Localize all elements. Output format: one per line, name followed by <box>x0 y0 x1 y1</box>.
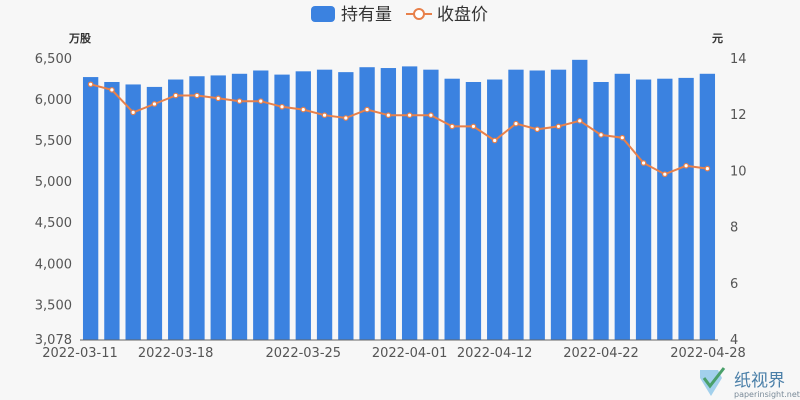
watermark-text-cn: 纸视界 <box>734 371 785 391</box>
line-point <box>130 109 136 116</box>
bar <box>529 70 545 340</box>
right-axis-ticks: 4 6 8 10 12 14 <box>730 52 747 348</box>
bar <box>338 72 354 340</box>
legend-label-holdings: 持有量 <box>341 5 392 25</box>
bar <box>104 81 120 340</box>
right-tick-label: 8 <box>730 221 738 236</box>
legend-bar-swatch <box>311 6 335 22</box>
right-tick-label: 12 <box>730 108 747 123</box>
bar <box>189 76 205 341</box>
bar <box>465 81 482 340</box>
x-tick-label: 2022-04-22 <box>563 346 639 361</box>
bar <box>508 69 524 340</box>
right-tick-label: 14 <box>730 52 747 67</box>
bar <box>274 74 290 340</box>
bar <box>168 79 184 340</box>
left-axis-ticks: 3,078 3,500 4,000 4,500 5,000 5,500 6,000 6,500 <box>35 52 72 348</box>
left-tick-label: 6,000 <box>35 93 72 108</box>
right-tick-label: 4 <box>730 333 738 348</box>
line-point <box>598 132 604 138</box>
bar <box>359 67 375 340</box>
x-tick-label: 2022-04-28 <box>670 346 746 361</box>
line-point <box>662 171 668 178</box>
left-tick-label: 5,500 <box>35 134 72 149</box>
line-point <box>215 95 222 102</box>
bar-series-holdings <box>82 59 716 341</box>
line-point <box>576 118 583 124</box>
line-point <box>300 106 307 113</box>
bar <box>444 78 460 341</box>
left-tick-label: 6,500 <box>35 52 72 67</box>
line-point <box>534 126 541 133</box>
line-point <box>428 112 434 119</box>
left-tick-label: 3,500 <box>35 298 72 313</box>
line-point <box>321 112 328 119</box>
line-point <box>704 165 711 172</box>
line-point <box>109 87 115 93</box>
left-tick-label: 3,078 <box>35 333 72 348</box>
line-point <box>449 123 455 130</box>
bar <box>295 71 311 341</box>
line-point <box>385 112 392 119</box>
right-tick-label: 6 <box>730 277 738 292</box>
bar <box>699 73 716 341</box>
line-point <box>555 123 562 130</box>
bar <box>231 73 248 341</box>
line-point <box>87 81 94 88</box>
left-axis-unit: 万股 <box>68 32 92 45</box>
bar <box>572 59 588 340</box>
x-tick-label: 2022-03-25 <box>266 346 342 361</box>
x-axis-labels: 2022-03-11 2022-03-18 2022-03-25 2022-04-01… <box>42 346 746 361</box>
left-tick-label: 4,000 <box>35 257 72 272</box>
bar <box>635 79 652 340</box>
line-point <box>279 103 285 110</box>
line-point <box>172 92 179 99</box>
watermark-logo: 纸视界 paperinsight.net <box>700 367 800 399</box>
bar <box>593 81 609 340</box>
close-price-line <box>90 83 708 176</box>
legend-label-close-price: 收盘价 <box>437 5 488 25</box>
line-point <box>257 98 264 104</box>
bar <box>487 79 503 340</box>
right-tick-label: 10 <box>730 164 747 179</box>
bar <box>423 69 439 340</box>
line-point <box>343 115 349 121</box>
line-point <box>151 101 158 107</box>
bar <box>614 73 630 341</box>
line-point <box>640 160 647 166</box>
x-tick-label: 2022-03-11 <box>42 346 118 361</box>
line-point <box>236 98 243 104</box>
bar <box>657 78 673 341</box>
bar <box>253 70 269 340</box>
legend[interactable]: 持有量 收盘价 <box>311 5 488 25</box>
line-point <box>491 137 498 144</box>
bar <box>146 86 163 340</box>
bar <box>82 77 99 340</box>
x-tick-label: 2022-04-12 <box>457 346 533 361</box>
line-point <box>683 162 689 169</box>
left-tick-label: 5,000 <box>35 175 72 190</box>
legend-line-marker <box>413 8 425 20</box>
line-point <box>194 92 200 99</box>
bar <box>678 77 694 340</box>
left-tick-label: 4,500 <box>35 216 72 231</box>
line-point <box>619 134 626 141</box>
right-axis-unit: 元 <box>712 32 723 45</box>
line-point <box>470 123 477 130</box>
line-point <box>364 106 370 113</box>
bar <box>380 68 397 341</box>
bar <box>316 69 333 340</box>
bar <box>125 84 141 340</box>
x-tick-label: 2022-03-18 <box>138 346 214 361</box>
line-series-close-price <box>87 81 711 178</box>
line-point <box>406 112 413 119</box>
x-tick-label: 2022-04-01 <box>372 346 448 361</box>
watermark-check-icon <box>702 367 726 389</box>
line-point <box>513 120 519 127</box>
bar <box>550 69 567 340</box>
bar <box>401 66 418 340</box>
bar <box>210 75 226 340</box>
watermark-text-en: paperinsight.net <box>734 390 800 399</box>
